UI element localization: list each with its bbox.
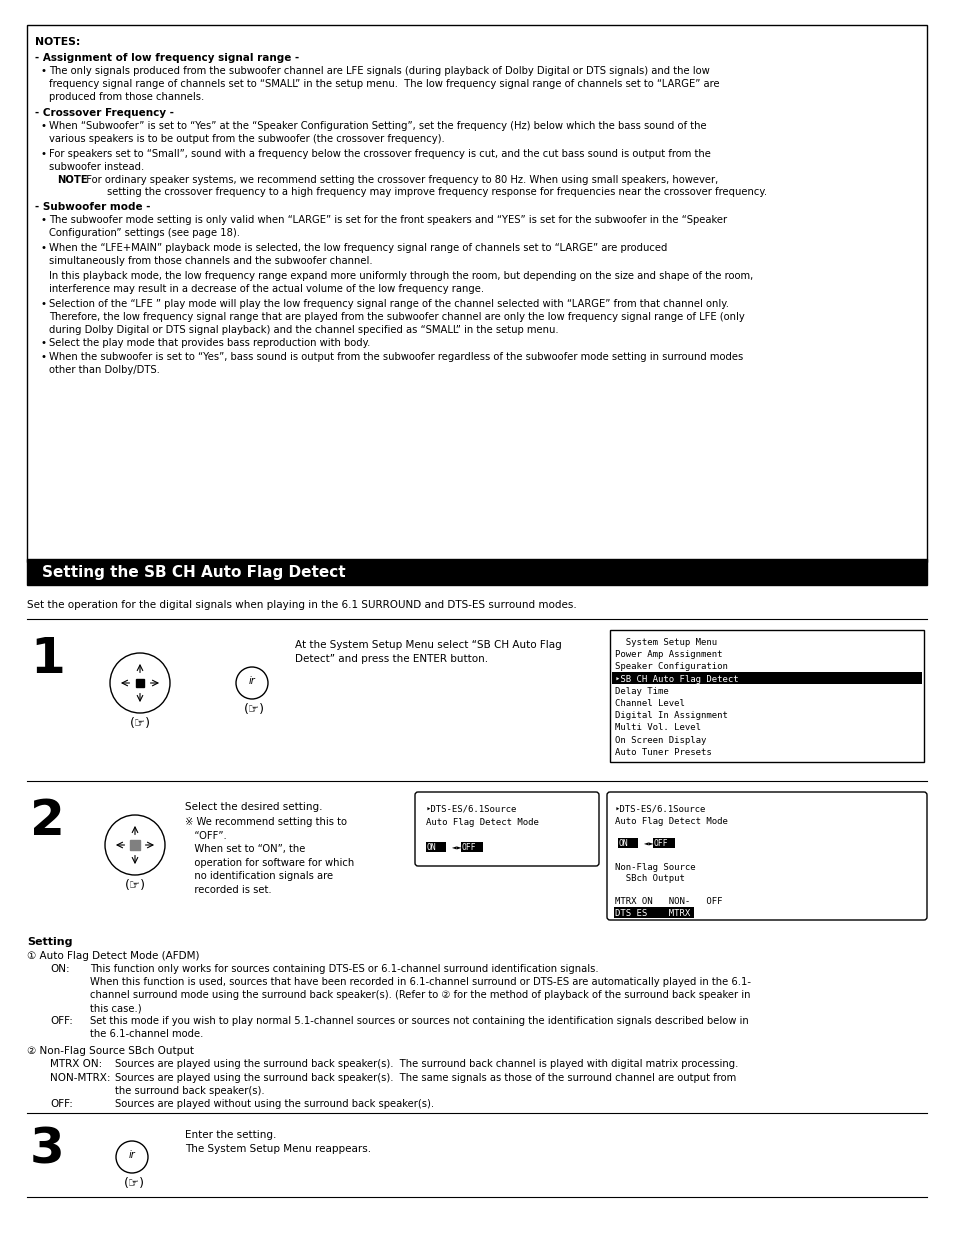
- FancyBboxPatch shape: [415, 792, 598, 866]
- Text: ‣SB CH Auto Flag Detect: ‣SB CH Auto Flag Detect: [615, 674, 738, 684]
- Text: 3: 3: [30, 1124, 65, 1173]
- Text: Power Amp Assignment: Power Amp Assignment: [615, 651, 721, 659]
- Text: 1: 1: [30, 635, 65, 683]
- Text: ‣DTS-ES/6.1Source: ‣DTS-ES/6.1Source: [426, 805, 517, 814]
- Text: The only signals produced from the subwoofer channel are LFE signals (during pla: The only signals produced from the subwo…: [49, 66, 719, 103]
- Text: Sources are played without using the surround back speaker(s).: Sources are played without using the sur…: [115, 1098, 434, 1110]
- Text: Enter the setting.
The System Setup Menu reappears.: Enter the setting. The System Setup Menu…: [185, 1131, 371, 1154]
- Text: Selection of the “LFE ” play mode will play the low frequency signal range of th: Selection of the “LFE ” play mode will p…: [49, 299, 744, 335]
- Bar: [612, 672, 921, 684]
- Text: Setting the SB CH Auto Flag Detect: Setting the SB CH Auto Flag Detect: [42, 564, 345, 579]
- Text: In this playback mode, the low frequency range expand more uniformly through the: In this playback mode, the low frequency…: [49, 271, 753, 294]
- Text: Auto Tuner Presets: Auto Tuner Presets: [615, 748, 711, 757]
- Text: - Subwoofer mode -: - Subwoofer mode -: [35, 202, 151, 212]
- Text: - Assignment of low frequency signal range -: - Assignment of low frequency signal ran…: [35, 53, 299, 63]
- Text: The subwoofer mode setting is only valid when “LARGE” is set for the front speak: The subwoofer mode setting is only valid…: [49, 215, 726, 239]
- Text: ‣DTS-ES/6.1Source: ‣DTS-ES/6.1Source: [615, 805, 705, 814]
- Text: •: •: [41, 299, 47, 309]
- Text: •: •: [41, 121, 47, 131]
- Text: •: •: [41, 353, 47, 362]
- Text: (☞): (☞): [125, 880, 146, 892]
- Text: Sources are played using the surround back speaker(s).  The same signals as thos: Sources are played using the surround ba…: [115, 1072, 736, 1096]
- Text: MTRX ON:: MTRX ON:: [50, 1059, 102, 1069]
- Bar: [426, 842, 446, 852]
- Text: ◄►: ◄►: [447, 842, 461, 852]
- Text: At the System Setup Menu select “SB CH Auto Flag
Detect” and press the ENTER but: At the System Setup Menu select “SB CH A…: [294, 640, 561, 664]
- Text: OFF: OFF: [654, 839, 668, 847]
- Text: When the subwoofer is set to “Yes”, bass sound is output from the subwoofer rega: When the subwoofer is set to “Yes”, bass…: [49, 353, 742, 375]
- Text: Auto Flag Detect Mode: Auto Flag Detect Mode: [615, 816, 727, 825]
- Text: When the “LFE+MAIN” playback mode is selected, the low frequency signal range of: When the “LFE+MAIN” playback mode is sel…: [49, 242, 667, 266]
- Bar: [618, 837, 638, 847]
- Text: Digital In Assignment: Digital In Assignment: [615, 711, 727, 720]
- Text: ON: ON: [427, 842, 436, 852]
- Text: ON:: ON:: [50, 964, 70, 974]
- Text: Set the operation for the digital signals when playing in the 6.1 SURROUND and D: Set the operation for the digital signal…: [27, 600, 577, 610]
- Text: setting the crossover frequency to a high frequency may improve frequency respon: setting the crossover frequency to a hig…: [107, 187, 766, 197]
- Text: •: •: [41, 66, 47, 75]
- Text: SBch Output: SBch Output: [615, 875, 684, 883]
- Text: Delay Time: Delay Time: [615, 687, 668, 695]
- Text: •: •: [41, 338, 47, 348]
- Text: On Screen Display: On Screen Display: [615, 736, 705, 745]
- Text: Select the play mode that provides bass reproduction with body.: Select the play mode that provides bass …: [49, 338, 370, 348]
- Text: ◄►: ◄►: [639, 839, 653, 847]
- Text: Set this mode if you wish to play normal 5.1-channel sources or sources not cont: Set this mode if you wish to play normal…: [90, 1016, 748, 1039]
- Text: Channel Level: Channel Level: [615, 699, 684, 708]
- Bar: [652, 837, 675, 847]
- Bar: [609, 630, 923, 762]
- Text: OFF:: OFF:: [50, 1016, 72, 1025]
- Text: - Crossover Frequency -: - Crossover Frequency -: [35, 108, 173, 118]
- Text: Non-Flag Source: Non-Flag Source: [615, 862, 695, 872]
- Text: •: •: [41, 148, 47, 160]
- Text: NOTE: NOTE: [57, 174, 88, 186]
- Text: This function only works for sources containing DTS-ES or 6.1-channel surround i: This function only works for sources con…: [90, 964, 750, 1013]
- Text: :For ordinary speaker systems, we recommend setting the crossover frequency to 8: :For ordinary speaker systems, we recomm…: [83, 174, 718, 186]
- Bar: [614, 907, 693, 918]
- Text: (☞): (☞): [124, 1176, 145, 1190]
- Text: DTS ES    MTRX: DTS ES MTRX: [615, 908, 690, 918]
- Text: For speakers set to “Small”, sound with a frequency below the crossover frequenc: For speakers set to “Small”, sound with …: [49, 148, 710, 172]
- Text: When “Subwoofer” is set to “Yes” at the “Speaker Configuration Setting”, set the: When “Subwoofer” is set to “Yes” at the …: [49, 121, 706, 145]
- Text: NOTES:: NOTES:: [35, 37, 80, 47]
- Text: System Setup Menu: System Setup Menu: [615, 638, 717, 647]
- Text: Setting: Setting: [27, 936, 72, 948]
- Text: OFF:: OFF:: [50, 1098, 72, 1110]
- Text: (☞): (☞): [130, 717, 151, 730]
- Text: Multi Vol. Level: Multi Vol. Level: [615, 724, 700, 732]
- Text: ir: ir: [249, 675, 255, 687]
- Text: •: •: [41, 215, 47, 225]
- Text: Sources are played using the surround back speaker(s).  The surround back channe: Sources are played using the surround ba…: [115, 1059, 738, 1069]
- Bar: [27, 559, 926, 585]
- Text: Speaker Configuration: Speaker Configuration: [615, 662, 727, 672]
- Text: (☞): (☞): [244, 703, 265, 716]
- Text: ① Auto Flag Detect Mode (AFDM): ① Auto Flag Detect Mode (AFDM): [27, 951, 199, 961]
- Text: NON-MTRX:: NON-MTRX:: [50, 1072, 111, 1084]
- Text: ② Non-Flag Source SBch Output: ② Non-Flag Source SBch Output: [27, 1047, 193, 1056]
- Text: ※ We recommend setting this to
   “OFF”.
   When set to “ON”, the
   operation f: ※ We recommend setting this to “OFF”. Wh…: [185, 816, 354, 896]
- Text: Select the desired setting.: Select the desired setting.: [185, 802, 322, 811]
- Text: OFF: OFF: [461, 842, 476, 852]
- Text: 2: 2: [30, 797, 65, 845]
- Bar: [27, 25, 926, 562]
- Text: ON: ON: [618, 839, 628, 847]
- Text: Auto Flag Detect Mode: Auto Flag Detect Mode: [426, 818, 538, 828]
- Text: ir: ir: [129, 1150, 135, 1160]
- Bar: [460, 842, 482, 852]
- Text: •: •: [41, 242, 47, 254]
- FancyBboxPatch shape: [606, 792, 926, 920]
- Text: MTRX ON   NON-   OFF: MTRX ON NON- OFF: [615, 897, 721, 905]
